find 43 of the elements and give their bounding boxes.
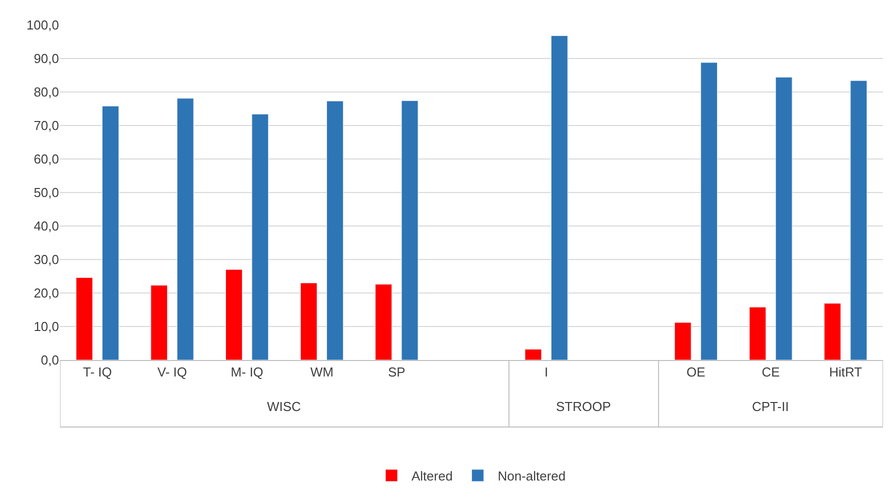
x-tick-label: CE	[762, 364, 780, 380]
y-tick-label: 30,0	[34, 252, 59, 268]
bar	[326, 100, 344, 360]
x-tick-label: WM	[310, 364, 334, 380]
bar	[375, 284, 392, 360]
bar	[76, 277, 93, 360]
y-tick-label: 60,0	[34, 152, 59, 167]
y-tick-label: 40,0	[34, 218, 59, 234]
y-tick-label: 10,0	[34, 319, 59, 334]
x-tick-label: V- IQ	[157, 364, 188, 380]
bar	[824, 303, 841, 360]
y-tick-label: 50,0	[34, 185, 59, 200]
y-tick-label: 100,0	[26, 18, 59, 33]
text: WISC	[267, 399, 301, 414]
bar	[749, 306, 766, 360]
x-tick-label: M- IQ	[230, 364, 264, 380]
bar	[300, 282, 318, 360]
bar	[775, 77, 792, 360]
x-tick-label: SP	[388, 364, 406, 380]
y-tick-label: 20,0	[34, 286, 59, 301]
x-tick-label: T- IQ	[82, 364, 112, 380]
legend-label: Altered	[412, 468, 453, 484]
x-tick-label: I	[544, 364, 548, 380]
bar	[550, 35, 568, 360]
bar	[700, 62, 718, 360]
x-tick-label: HitRT	[829, 364, 862, 380]
y-tick-label: 90,0	[34, 51, 59, 66]
bar	[401, 100, 418, 360]
y-tick-label: 0,0	[40, 352, 59, 368]
bar	[850, 80, 868, 360]
bar	[225, 269, 242, 360]
bar	[150, 285, 168, 360]
text: CPT-II	[752, 399, 789, 414]
bar	[674, 322, 692, 360]
x-tick-label: OE	[686, 364, 706, 380]
bar	[102, 106, 119, 360]
text: STROOP	[556, 399, 611, 414]
bar	[524, 349, 542, 360]
legend-label: Non-altered	[498, 468, 566, 484]
y-tick-label: 70,0	[34, 118, 59, 134]
bar	[176, 98, 194, 360]
bar	[252, 114, 269, 360]
y-tick-label: 80,0	[34, 84, 59, 100]
